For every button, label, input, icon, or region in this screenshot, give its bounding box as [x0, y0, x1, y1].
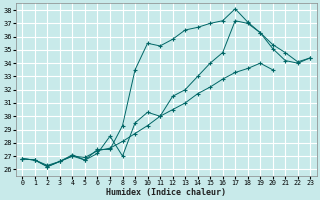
X-axis label: Humidex (Indice chaleur): Humidex (Indice chaleur) [106, 188, 226, 197]
